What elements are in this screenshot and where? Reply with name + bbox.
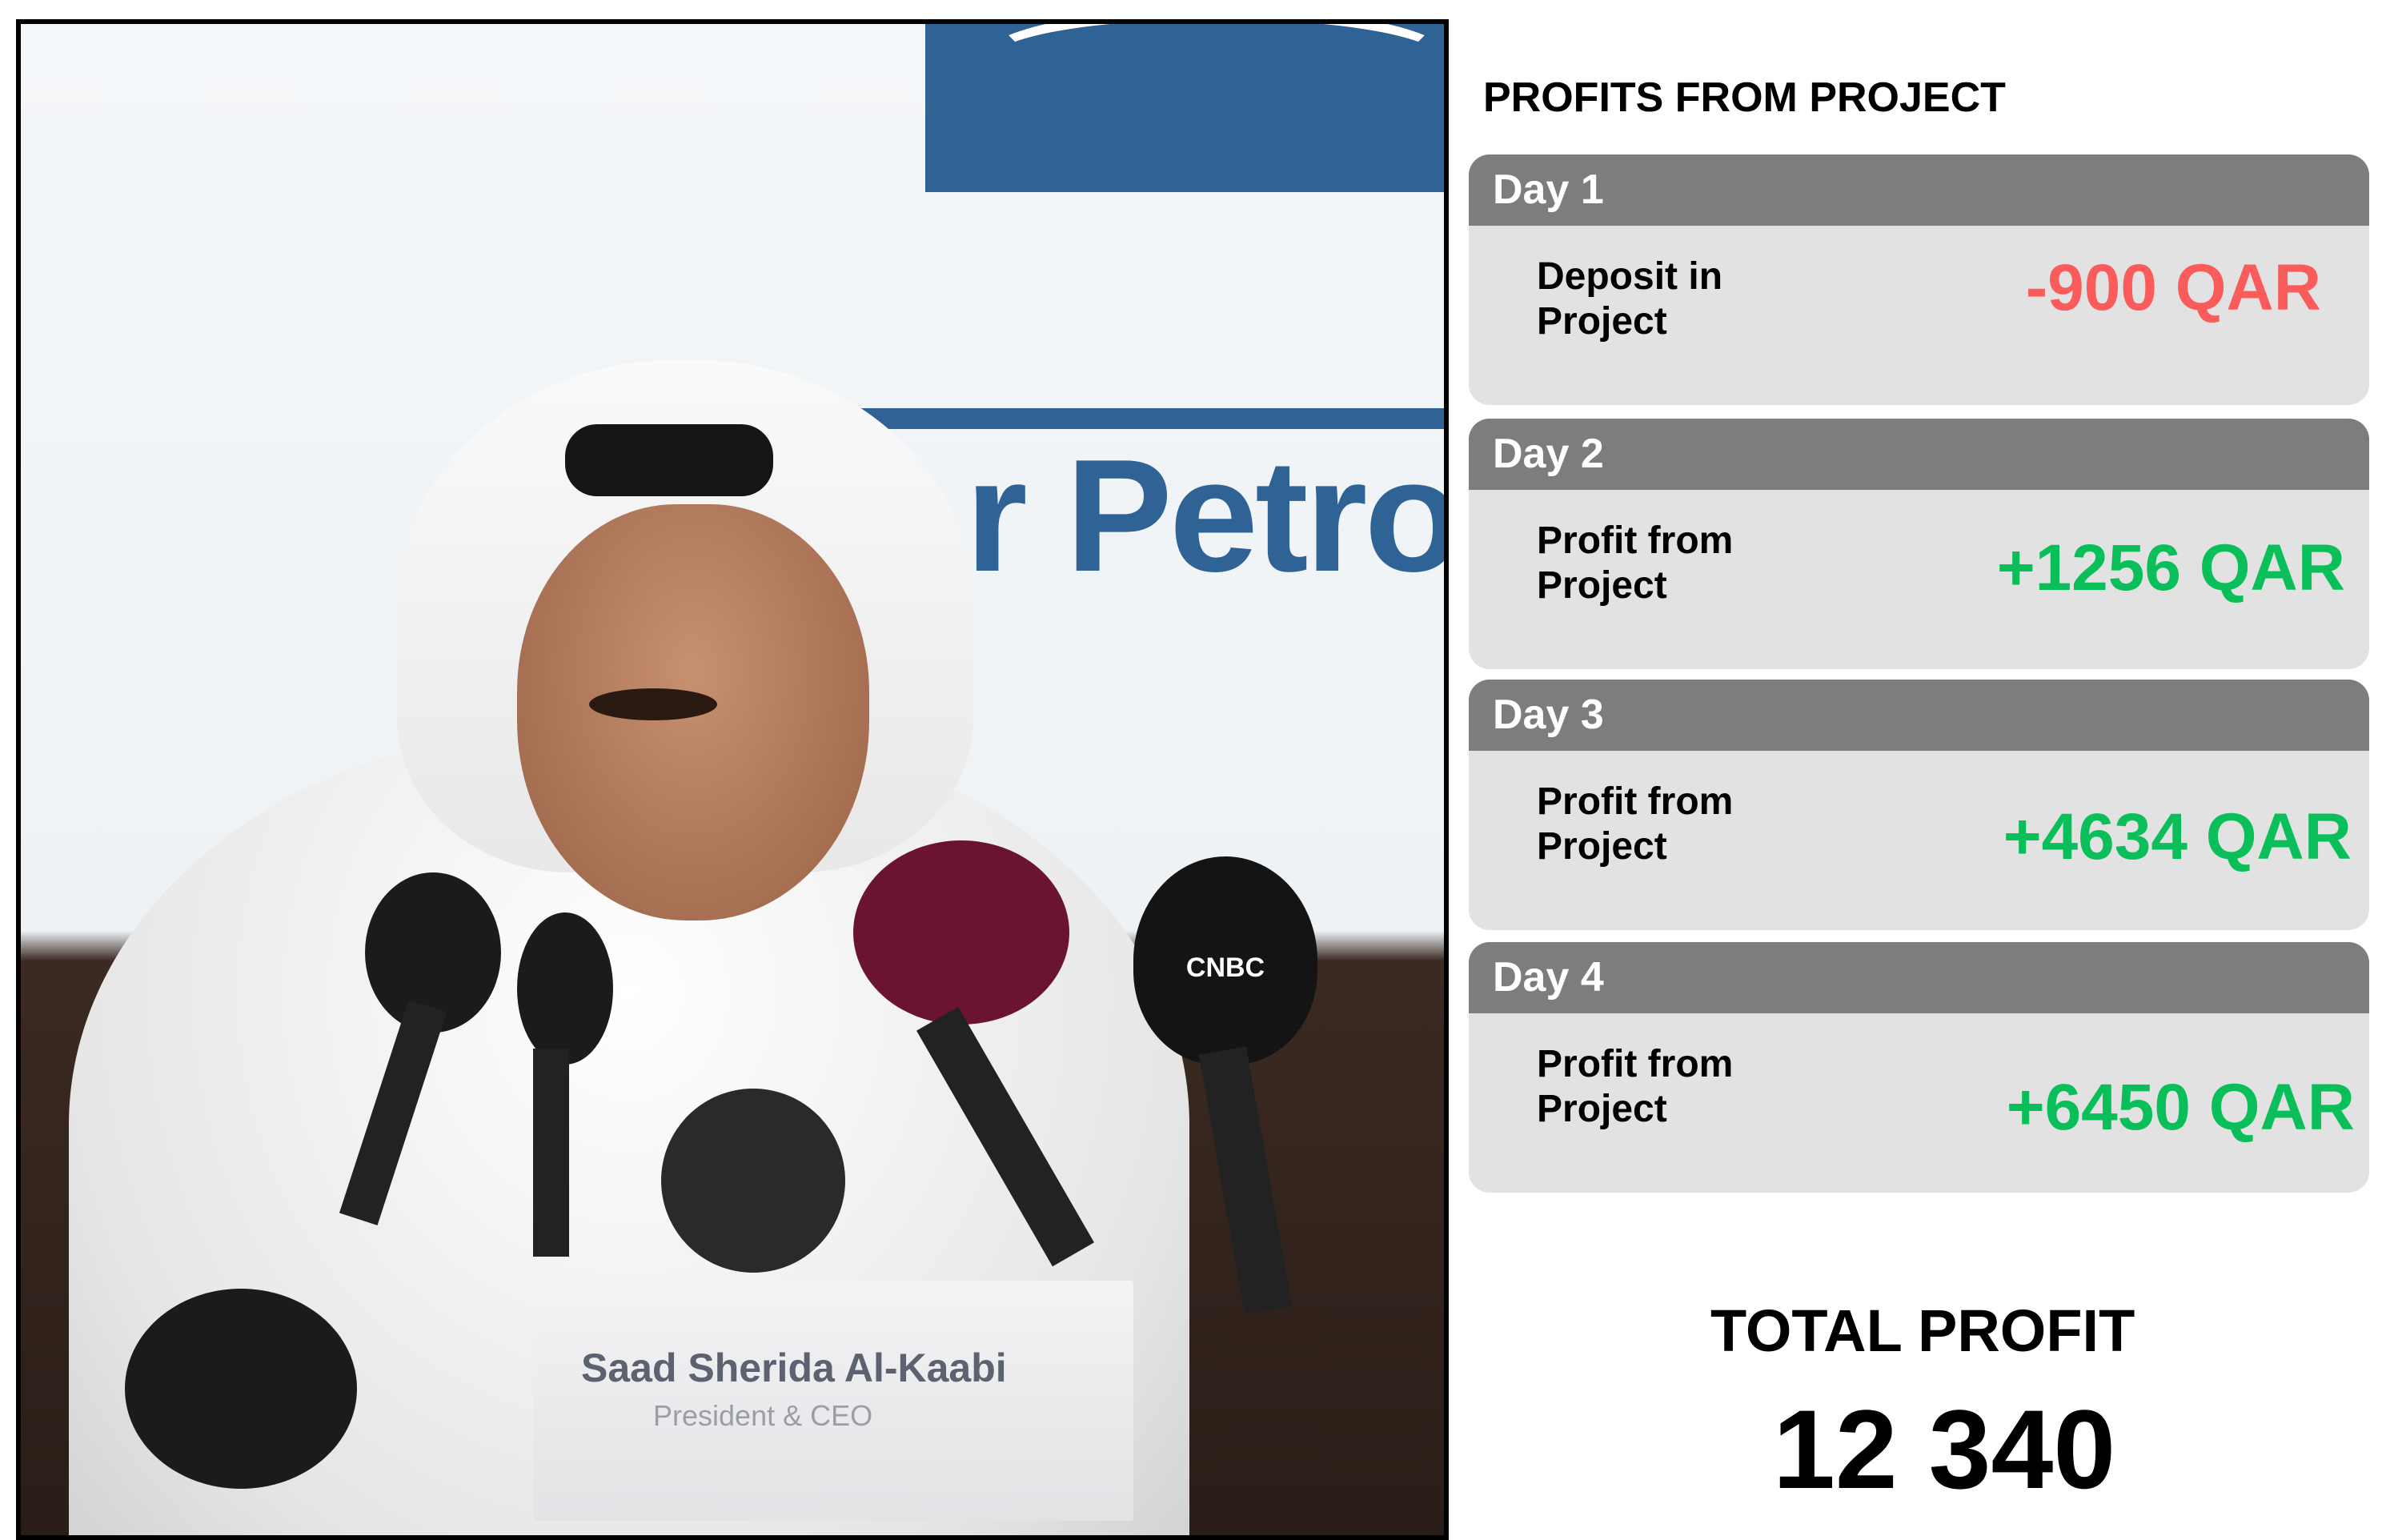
cnbc-microphone: CNBC [1133, 856, 1317, 1065]
day-label: Profit from Project [1537, 519, 1734, 607]
day-value: +6450 QAR [2006, 1071, 2355, 1144]
nameplate-name: Saad Sherida Al-Kaabi [581, 1345, 1007, 1390]
day-value: +4634 QAR [2003, 800, 2352, 873]
total-profit-label: TOTAL PROFIT [1710, 1297, 2135, 1364]
day-label: Deposit in Project [1537, 255, 1723, 343]
day-card: Day 1 Deposit in Project -900 QAR [1469, 154, 2369, 405]
day-label: Profit from Project [1537, 1043, 1734, 1130]
agal [565, 424, 773, 496]
press-conference-photo: r Petrol CNBC Saad Sherida Al-Kaabi Pres… [16, 19, 1449, 1540]
camera-microphone [661, 1089, 845, 1273]
microphone [517, 912, 613, 1065]
panel-title: PROFITS FROM PROJECT [1483, 74, 2006, 121]
microphone [365, 872, 501, 1033]
nameplate-title: President & CEO [653, 1399, 873, 1432]
total-profit-value: 12 340 [1773, 1386, 2116, 1512]
microphone-stand [1198, 1046, 1293, 1315]
day-header: Day 4 [1469, 942, 2369, 1013]
day-header: Day 1 [1469, 154, 2369, 226]
moustache [589, 688, 717, 720]
day-header: Day 2 [1469, 419, 2369, 490]
nameplate: Saad Sherida Al-Kaabi President & CEO [533, 1281, 1133, 1521]
day-card: Day 4 Profit from Project +6450 QAR [1469, 942, 2369, 1193]
qatar-tv-microphone [853, 840, 1069, 1025]
microphone-stand [533, 1049, 569, 1257]
day-header: Day 3 [1469, 680, 2369, 751]
day-card: Day 2 Profit from Project +1256 QAR [1469, 419, 2369, 669]
day-card: Day 3 Profit from Project +4634 QAR [1469, 680, 2369, 930]
day-value: -900 QAR [2025, 251, 2321, 324]
logo-text: r Petrol [965, 427, 1449, 605]
day-value: +1256 QAR [1996, 531, 2345, 604]
microphone [125, 1289, 357, 1489]
day-label: Profit from Project [1537, 780, 1734, 868]
